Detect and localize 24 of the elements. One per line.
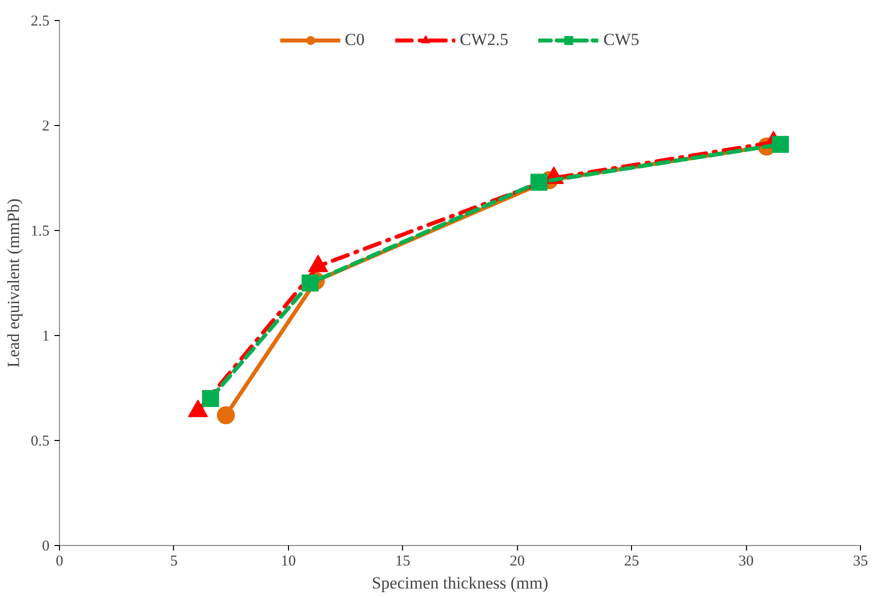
y-tick-label: 2 xyxy=(42,118,50,134)
x-axis-title: Specimen thickness (mm) xyxy=(372,574,548,592)
y-tick-label: 1.5 xyxy=(30,224,50,240)
legend-label: CW2.5 xyxy=(460,30,508,50)
point xyxy=(202,390,220,407)
point xyxy=(302,274,319,292)
x-tick-label: 5 xyxy=(170,554,178,570)
x-tick-label: 20 xyxy=(510,554,525,570)
x-tick-label: 30 xyxy=(738,554,754,570)
y-tick-label: 0.5 xyxy=(30,434,50,450)
y-tick-label: 2.5 xyxy=(30,14,50,30)
y-axis-title: Lead equivalent (mmPb) xyxy=(4,198,23,368)
x-tick-label: 35 xyxy=(853,554,868,570)
legend-label: CW5 xyxy=(603,30,640,50)
point xyxy=(216,406,235,424)
point xyxy=(530,174,548,191)
x-tick-label: 25 xyxy=(624,554,640,570)
x-tick-label: 15 xyxy=(395,554,410,570)
point xyxy=(772,136,789,153)
legend-label: C0 xyxy=(344,30,365,50)
y-tick-label: 0 xyxy=(42,538,50,554)
x-tick-label: 0 xyxy=(56,554,64,570)
x-tick-label: 10 xyxy=(280,554,296,570)
y-tick-label: 1 xyxy=(42,328,50,344)
